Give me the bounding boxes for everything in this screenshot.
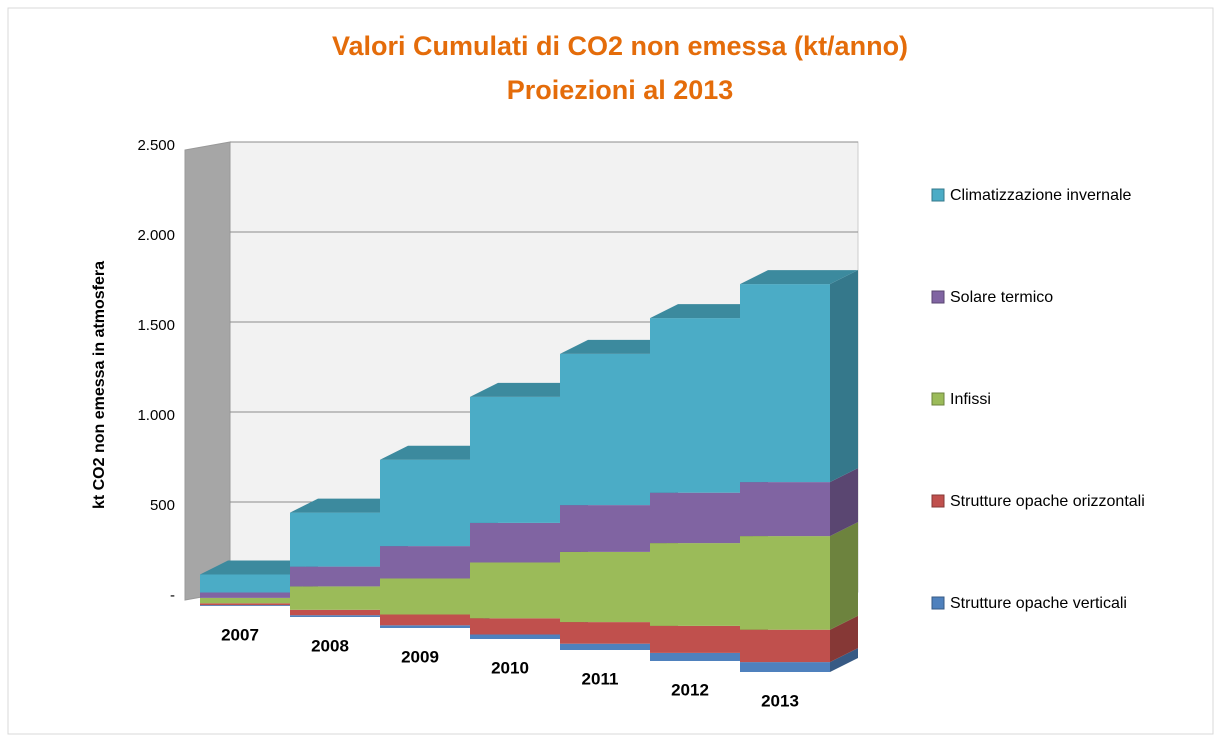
bar bbox=[290, 615, 380, 617]
y-axis-label: kt CO2 non emessa in atmosfera bbox=[91, 261, 108, 509]
side-wall bbox=[184, 141, 231, 601]
bar bbox=[650, 492, 740, 544]
x-tick-label: 2009 bbox=[401, 647, 439, 666]
chart-title: Valori Cumulati di CO2 non emessa (kt/an… bbox=[332, 31, 908, 61]
bar bbox=[740, 482, 830, 537]
bar bbox=[290, 512, 380, 567]
bar bbox=[290, 586, 380, 610]
x-tick-label: 2012 bbox=[671, 680, 709, 699]
bar bbox=[650, 318, 740, 493]
bar bbox=[200, 574, 290, 593]
bar bbox=[470, 618, 560, 635]
bar bbox=[200, 605, 290, 606]
chart-subtitle: Proiezioni al 2013 bbox=[507, 75, 734, 105]
bar bbox=[380, 578, 470, 615]
bar bbox=[470, 522, 560, 563]
bar bbox=[200, 597, 290, 604]
bar-top bbox=[470, 382, 588, 397]
bar-top bbox=[200, 560, 318, 575]
bar bbox=[740, 662, 830, 672]
bar bbox=[200, 592, 290, 598]
bar-top bbox=[290, 498, 408, 513]
bar bbox=[560, 353, 650, 506]
bar bbox=[650, 652, 740, 661]
bar-side bbox=[830, 615, 858, 663]
x-tick-label: 2008 bbox=[311, 636, 349, 655]
bar bbox=[290, 566, 380, 587]
legend-swatch bbox=[931, 290, 945, 304]
bar bbox=[560, 643, 650, 650]
bar bbox=[380, 614, 470, 626]
x-tick-label: 2013 bbox=[761, 691, 799, 710]
bar bbox=[380, 625, 470, 628]
bar bbox=[560, 622, 650, 644]
bar bbox=[560, 551, 650, 623]
bar-side bbox=[830, 468, 858, 537]
bar bbox=[650, 543, 740, 626]
bar bbox=[380, 546, 470, 579]
legend-swatch bbox=[931, 392, 945, 406]
bar bbox=[470, 562, 560, 619]
bar-side bbox=[830, 270, 858, 483]
bar bbox=[740, 284, 830, 483]
bar bbox=[740, 536, 830, 630]
legend-label: Strutture opache verticali bbox=[950, 595, 1127, 612]
bar bbox=[470, 396, 560, 523]
legend-label: Climatizzazione invernale bbox=[950, 187, 1132, 204]
bar bbox=[560, 505, 650, 552]
legend-swatch bbox=[931, 494, 945, 508]
y-tick-label: 2.500 bbox=[137, 137, 175, 154]
y-tick-label: 1.500 bbox=[137, 317, 175, 334]
bar-top bbox=[560, 339, 678, 354]
legend-swatch bbox=[931, 188, 945, 202]
y-tick-label: 1.000 bbox=[137, 407, 175, 424]
bar bbox=[740, 629, 830, 663]
bar bbox=[470, 634, 560, 639]
legend-label: Infissi bbox=[950, 391, 991, 408]
legend-label: Strutture opache orizzontali bbox=[950, 493, 1145, 510]
bar bbox=[290, 609, 380, 616]
y-tick-label: 2.000 bbox=[137, 227, 175, 244]
bar-top bbox=[740, 270, 858, 285]
bar-side bbox=[830, 648, 858, 672]
x-tick-label: 2007 bbox=[221, 625, 259, 644]
bar-side bbox=[830, 522, 858, 630]
y-tick-label: - bbox=[170, 587, 175, 604]
y-tick-label: 500 bbox=[150, 497, 175, 514]
legend-label: Solare termico bbox=[950, 289, 1053, 306]
legend-swatch bbox=[931, 596, 945, 610]
bar bbox=[650, 625, 740, 653]
bar-top bbox=[380, 445, 498, 460]
bar bbox=[200, 603, 290, 606]
bar bbox=[380, 459, 470, 547]
x-tick-label: 2011 bbox=[582, 669, 619, 688]
x-tick-label: 2010 bbox=[491, 658, 529, 677]
bar-top bbox=[650, 304, 768, 319]
